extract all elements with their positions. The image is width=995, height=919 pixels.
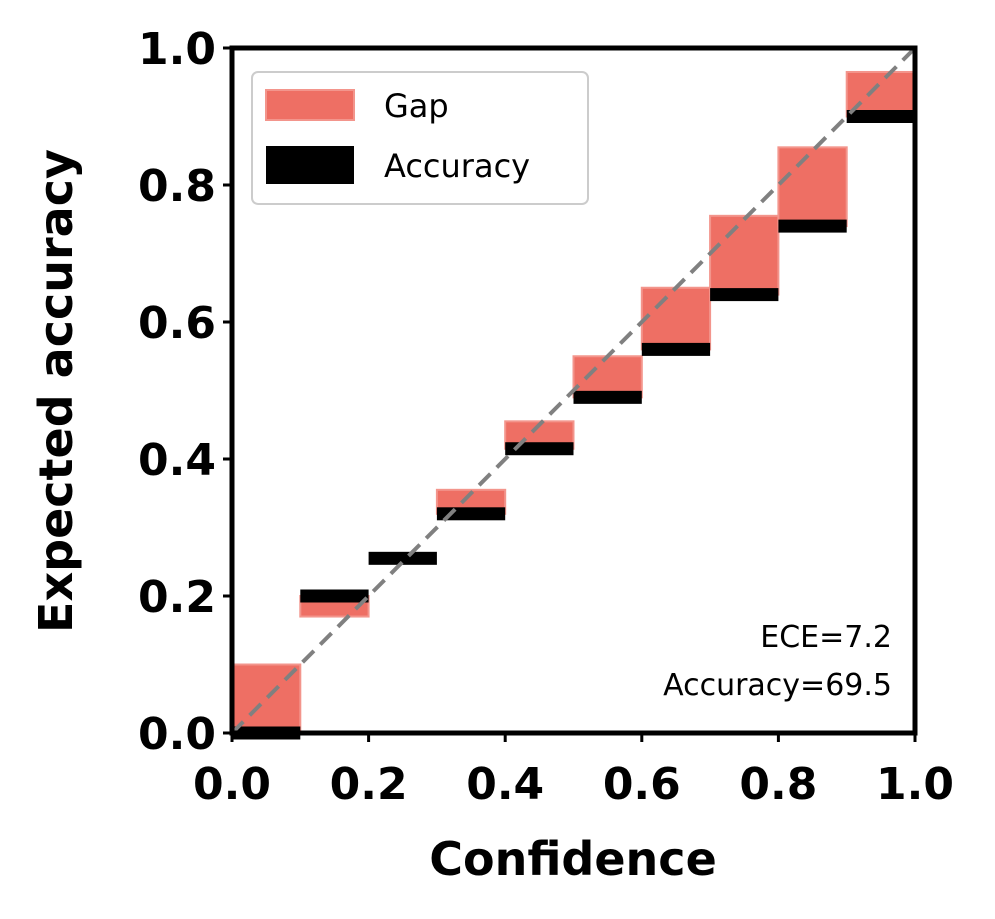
gap-bar-6 xyxy=(640,286,712,351)
legend-accuracy-label: Accuracy xyxy=(384,147,530,185)
plot-frame xyxy=(229,45,918,736)
y-tick-label-4: 0.8 xyxy=(138,161,216,212)
perfect-calibration-line xyxy=(230,46,917,735)
y-tick-label-5: 1.0 xyxy=(138,24,216,75)
accuracy-bar-9 xyxy=(846,110,915,123)
accuracy-bar-6 xyxy=(641,342,711,356)
legend-accuracy-swatch xyxy=(266,146,354,184)
accuracy-bars xyxy=(232,110,915,740)
gap-bar-7 xyxy=(709,214,780,296)
y-tick-label-1: 0.2 xyxy=(138,572,216,623)
gap-bar-8 xyxy=(777,146,848,228)
accuracy-annotation: Accuracy=69.5 xyxy=(663,668,892,703)
x-tick-label-2: 0.4 xyxy=(466,759,544,810)
y-tick-label-0: 0.0 xyxy=(138,709,216,760)
legend: Gap Accuracy xyxy=(251,71,589,205)
x-tick-label-0: 0.0 xyxy=(193,759,271,810)
x-axis-label: Confidence xyxy=(429,832,717,886)
accuracy-bar-7 xyxy=(710,288,779,302)
accuracy-bar-1 xyxy=(300,589,369,603)
y-tick-label-3: 0.6 xyxy=(138,298,216,349)
accuracy-bar-8 xyxy=(778,219,847,233)
x-axis-ticks: 0.0 0.2 0.4 0.6 0.8 1.0 xyxy=(193,733,954,810)
x-tick-label-4: 0.8 xyxy=(739,759,817,810)
y-axis-ticks: 0.0 0.2 0.4 0.6 0.8 1.0 xyxy=(138,24,232,760)
legend-gap-swatch xyxy=(265,89,355,121)
accuracy-bar-5 xyxy=(573,390,642,404)
accuracy-bar-2 xyxy=(368,551,437,565)
y-tick-label-2: 0.4 xyxy=(138,435,216,486)
x-tick-label-5: 1.0 xyxy=(876,759,954,810)
x-tick-label-1: 0.2 xyxy=(330,759,408,810)
accuracy-bar-4 xyxy=(505,442,574,456)
x-tick-label-3: 0.6 xyxy=(603,759,681,810)
gap-bar-9 xyxy=(845,70,917,118)
y-axis-label: Expected accuracy xyxy=(29,149,83,633)
legend-gap-label: Gap xyxy=(384,87,449,125)
ece-annotation: ECE=7.2 xyxy=(760,620,892,655)
